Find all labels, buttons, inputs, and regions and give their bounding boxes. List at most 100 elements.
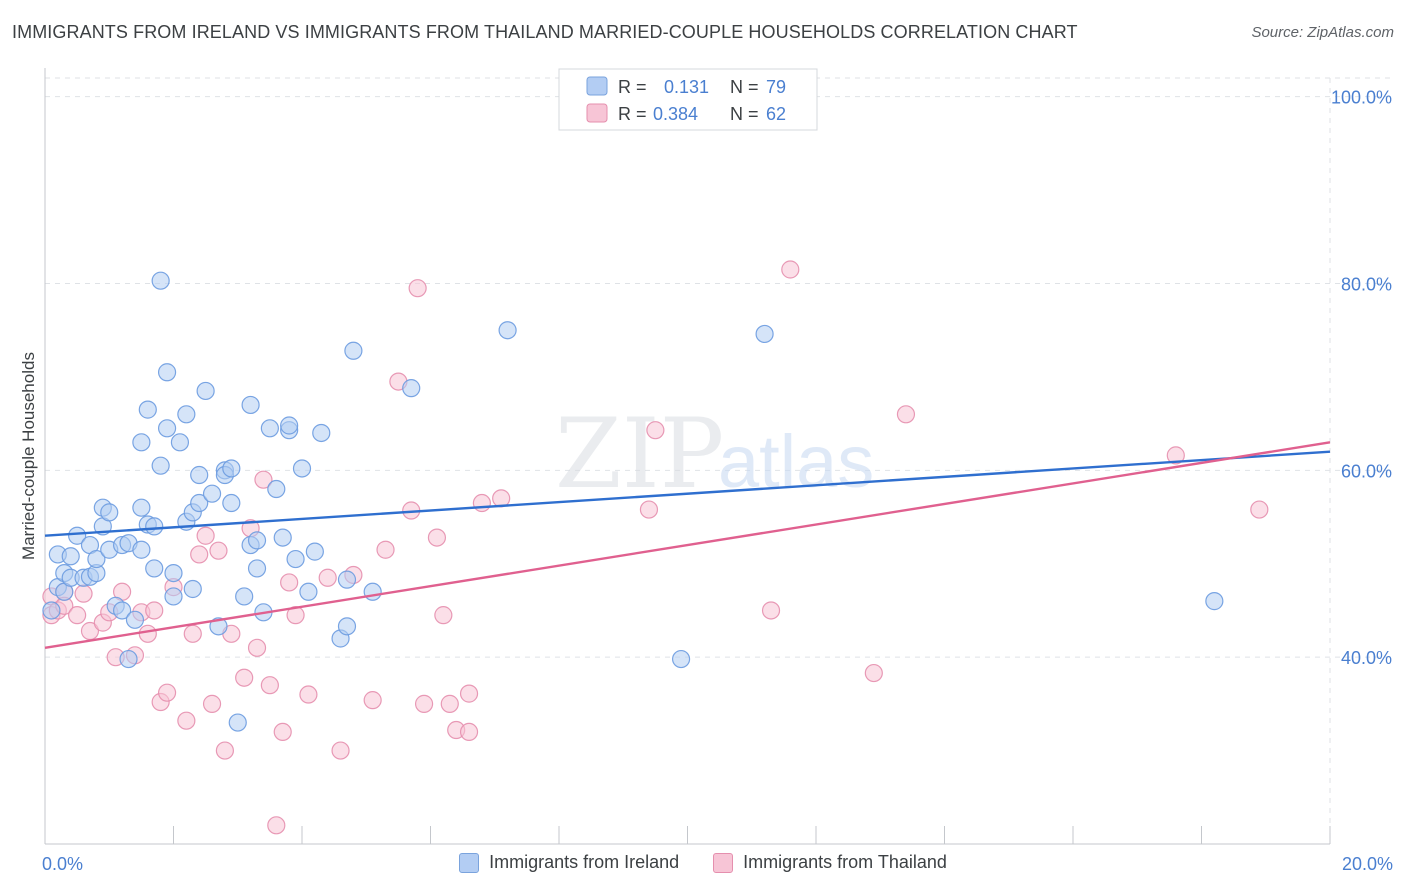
data-point xyxy=(312,423,331,443)
data-point xyxy=(761,601,781,620)
legend-swatch-thailand xyxy=(586,103,608,123)
data-point xyxy=(209,541,228,560)
data-point xyxy=(254,470,273,489)
data-point xyxy=(273,528,292,547)
data-point xyxy=(164,563,183,583)
data-point xyxy=(164,587,183,606)
data-point xyxy=(132,433,151,452)
data-point xyxy=(241,395,260,415)
data-point xyxy=(183,579,202,599)
data-point xyxy=(190,493,209,513)
legend-r-value-thailand: 0.384 xyxy=(653,104,698,124)
data-point xyxy=(1166,446,1185,465)
points-ireland xyxy=(42,271,1224,732)
series-legend: Immigrants from Ireland Immigrants from … xyxy=(0,852,1406,873)
data-point xyxy=(267,816,286,835)
points-thailand xyxy=(42,260,1269,835)
data-point xyxy=(209,617,228,636)
data-point xyxy=(434,606,453,625)
data-point xyxy=(222,459,241,478)
data-point xyxy=(337,570,357,589)
data-point xyxy=(247,638,267,657)
data-point xyxy=(132,498,151,517)
data-point xyxy=(247,531,267,550)
data-point xyxy=(145,559,164,578)
legend-r-label-thailand: R = xyxy=(618,104,647,124)
data-point xyxy=(228,713,247,732)
data-point xyxy=(183,624,202,643)
y-tick-label: 40.0% xyxy=(1341,648,1392,668)
data-point xyxy=(151,456,170,475)
axes xyxy=(44,68,1331,845)
data-point xyxy=(138,400,157,419)
data-point xyxy=(267,479,286,499)
data-point xyxy=(247,559,267,578)
data-point xyxy=(331,741,350,760)
data-point xyxy=(280,573,299,592)
data-point xyxy=(755,324,774,344)
data-point xyxy=(781,260,800,279)
data-point xyxy=(376,540,395,559)
legend-r-value-ireland: 0.131 xyxy=(664,77,709,97)
data-point xyxy=(280,416,299,435)
data-point xyxy=(344,341,363,360)
data-point xyxy=(138,624,157,643)
legend-label-ireland: Immigrants from Ireland xyxy=(489,852,680,872)
data-point xyxy=(177,711,196,730)
legend-item-ireland[interactable]: Immigrants from Ireland xyxy=(459,852,679,873)
chart-title: IMMIGRANTS FROM IRELAND VS IMMIGRANTS FR… xyxy=(12,22,1078,42)
data-point xyxy=(408,279,427,298)
data-point xyxy=(125,610,145,629)
data-point xyxy=(1250,500,1269,519)
data-point xyxy=(498,321,517,340)
data-point xyxy=(273,722,292,742)
data-point xyxy=(260,419,279,438)
legend-r-label-ireland: R = xyxy=(618,77,647,97)
legend-n-value-thailand: 62 xyxy=(766,104,786,124)
data-point xyxy=(202,694,222,713)
y-axis-label: Married-couple Households xyxy=(19,352,38,560)
x-tick-label: 0.0% xyxy=(42,854,83,874)
data-point xyxy=(896,405,916,424)
data-point xyxy=(196,526,215,545)
data-point xyxy=(87,549,106,569)
data-point xyxy=(363,582,382,601)
data-point xyxy=(235,668,254,687)
data-point xyxy=(42,601,61,620)
legend-label-thailand: Immigrants from Thailand xyxy=(743,852,947,872)
data-point xyxy=(459,722,479,742)
x-tick-label: 20.0% xyxy=(1342,854,1393,874)
data-point xyxy=(472,493,491,513)
legend-n-label-thailand: N = xyxy=(730,104,759,124)
data-point xyxy=(414,694,434,713)
correlation-legend: R = 0.131 N = 79 R = 0.384 N = 62 xyxy=(558,68,818,131)
data-point xyxy=(864,663,883,683)
data-point xyxy=(100,503,119,522)
legend-swatch xyxy=(713,852,734,873)
data-point xyxy=(170,433,190,452)
data-point xyxy=(119,649,138,669)
data-point xyxy=(222,493,241,513)
trend-line-thailand xyxy=(44,441,1331,650)
data-point xyxy=(299,582,318,601)
data-point xyxy=(190,465,209,485)
data-point xyxy=(196,381,215,401)
data-point xyxy=(1205,592,1224,611)
data-point xyxy=(132,540,151,559)
data-point xyxy=(61,547,80,566)
data-point xyxy=(235,587,254,606)
legend-n-value-ireland: 79 xyxy=(766,77,786,97)
data-point xyxy=(440,694,459,713)
data-point xyxy=(459,684,479,703)
data-point xyxy=(151,271,170,290)
trend-lines xyxy=(44,441,1331,650)
data-point xyxy=(215,741,234,760)
watermark-zip: ZIP xyxy=(555,398,724,510)
data-point xyxy=(286,549,305,569)
y-tick-label: 100.0% xyxy=(1331,88,1392,108)
grid-lines xyxy=(45,77,1392,844)
y-tick-labels: 40.0% 60.0% 80.0% 100.0% xyxy=(1331,88,1392,668)
data-point xyxy=(177,405,196,424)
data-point xyxy=(639,500,659,519)
legend-item-thailand[interactable]: Immigrants from Thailand xyxy=(713,852,947,873)
